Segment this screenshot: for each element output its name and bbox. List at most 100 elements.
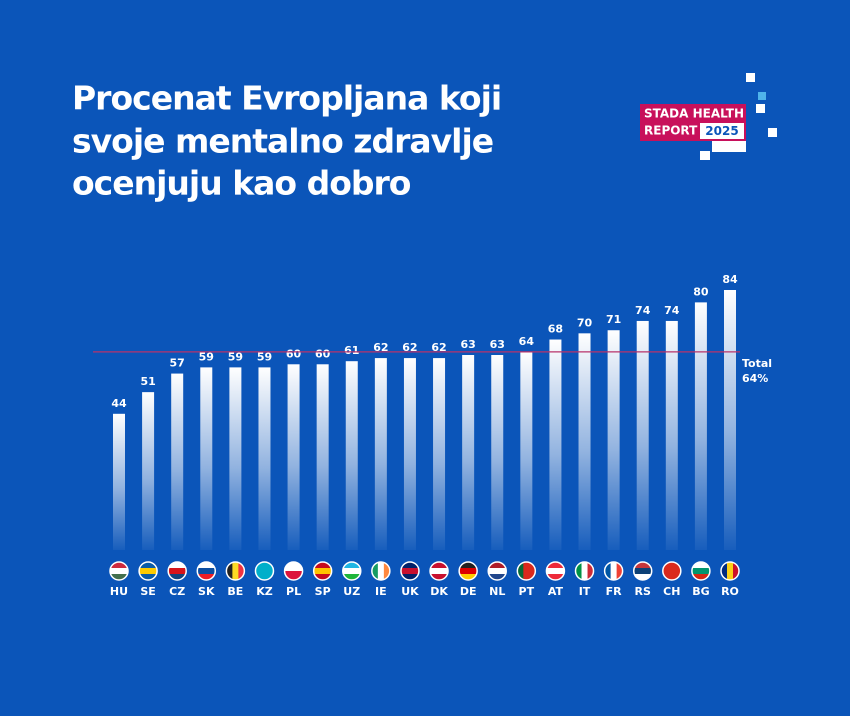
logo-square — [756, 104, 765, 113]
flag-border — [487, 561, 507, 581]
flag-stripe — [139, 562, 158, 569]
flag-stripe — [110, 562, 128, 569]
bar — [520, 351, 533, 550]
value-label: 62 — [402, 341, 417, 354]
flag-border — [720, 561, 740, 581]
flag-stripe — [633, 562, 652, 569]
flag-stripe — [284, 571, 303, 580]
flag-stripe — [517, 562, 524, 580]
flag-icon — [488, 562, 507, 580]
x-tick-label: AT — [548, 585, 564, 598]
flag-border — [312, 561, 333, 581]
flag-stripe — [633, 568, 652, 575]
chart-title: svoje mentalno zdravlje — [72, 122, 493, 161]
x-tick-label: IT — [579, 585, 591, 598]
value-label: 64 — [519, 335, 535, 348]
flag-stripe — [232, 562, 239, 580]
flag-stripe — [691, 568, 710, 575]
value-label: 59 — [199, 350, 214, 363]
value-label: 60 — [315, 347, 331, 360]
flag-icon — [342, 562, 361, 580]
flag-stripe — [488, 568, 507, 575]
flag-border — [109, 561, 129, 581]
logo-text: REPORT — [644, 124, 698, 138]
value-label: 59 — [228, 350, 243, 363]
flag-stripe — [110, 574, 128, 580]
flag-stripe — [691, 562, 710, 569]
x-tick-label: DE — [460, 585, 477, 598]
value-label: 63 — [490, 338, 505, 351]
flag-border — [138, 561, 158, 581]
bar — [345, 361, 358, 550]
x-tick-label: RS — [635, 585, 651, 598]
x-tick-label: PL — [286, 585, 301, 598]
flag-stripe — [400, 568, 419, 575]
logo-year: 2025 — [705, 124, 738, 138]
bar — [287, 364, 300, 550]
flag-stripe — [546, 568, 565, 575]
flag-icon — [139, 562, 158, 580]
flag-border — [458, 561, 478, 581]
flag-stripe — [139, 574, 158, 580]
flag-stripe — [400, 574, 419, 580]
flag-stripe — [255, 574, 274, 580]
bar — [462, 355, 475, 550]
flag-stripe — [430, 568, 449, 575]
value-label: 60 — [286, 347, 302, 360]
x-tick-label: FR — [606, 585, 623, 598]
logo: STADA HEALTH REPORT 2025 — [640, 73, 777, 160]
flag-stripe — [342, 562, 361, 569]
flag-stripe — [587, 562, 594, 580]
flag-icon — [721, 562, 739, 580]
value-label: 74 — [664, 304, 680, 317]
x-tick-label: UZ — [343, 585, 360, 598]
flag-icon — [517, 562, 536, 580]
value-label: 74 — [635, 304, 651, 317]
value-label: 80 — [693, 285, 709, 298]
flag-icon — [197, 562, 216, 580]
x-tick-label: DK — [430, 585, 448, 598]
flag-icon — [459, 562, 478, 580]
flag-stripe — [371, 562, 379, 580]
flag-icon — [168, 562, 187, 580]
x-tick-label: PT — [519, 585, 535, 598]
flag-stripe — [459, 562, 478, 569]
value-label: 61 — [344, 344, 359, 357]
value-label: 84 — [722, 273, 738, 286]
flag-stripe — [197, 562, 216, 569]
bar — [200, 367, 213, 550]
bar — [694, 302, 707, 550]
flag-border — [225, 561, 246, 581]
x-tick-label: CH — [663, 585, 680, 598]
value-label: 70 — [577, 316, 593, 329]
flag-icon — [284, 562, 303, 580]
flag-stripe — [633, 574, 652, 580]
value-label: 71 — [606, 313, 621, 326]
flag-stripe — [662, 574, 681, 580]
bar — [578, 333, 591, 550]
value-label: 51 — [140, 375, 155, 388]
flag-stripe — [342, 568, 361, 575]
flag-icon — [313, 562, 332, 580]
flag-stripe — [488, 574, 507, 580]
flag-border — [400, 561, 420, 581]
flag-border — [371, 561, 391, 581]
x-tick-label: RO — [721, 585, 739, 598]
flag-stripe — [284, 562, 303, 572]
bar — [229, 367, 242, 550]
flag-border — [342, 561, 362, 581]
bar — [403, 358, 416, 550]
x-tick-label: CZ — [169, 585, 185, 598]
x-tick-label: HU — [110, 585, 128, 598]
bar — [491, 355, 504, 550]
flag-stripe — [168, 574, 187, 580]
value-label: 59 — [257, 350, 272, 363]
value-label: 57 — [170, 357, 185, 370]
flag-border — [516, 561, 537, 581]
x-tick-label: IE — [375, 585, 387, 598]
flag-icon — [226, 562, 245, 580]
flag-border — [574, 561, 595, 581]
value-label: 62 — [431, 341, 446, 354]
chart-title: Procenat Evropljana koji — [72, 79, 501, 118]
value-label: 68 — [548, 323, 563, 336]
